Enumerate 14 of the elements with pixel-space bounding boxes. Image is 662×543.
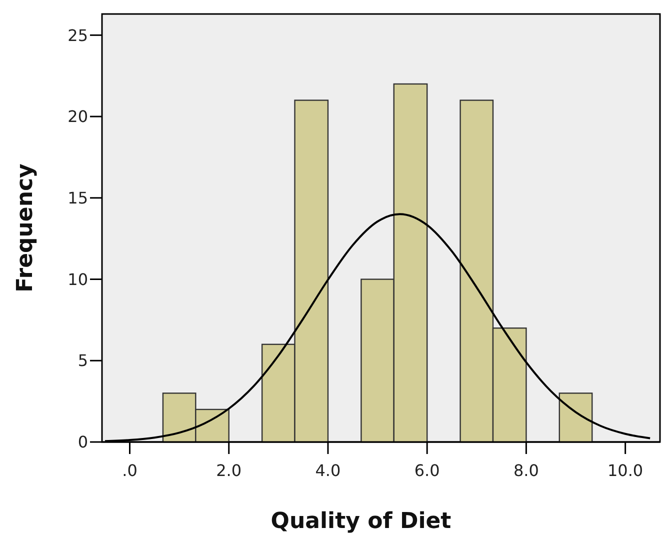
y-tick-label: 0 (78, 432, 88, 452)
x-tick-label: 6.0 (414, 461, 440, 480)
x-tick-label: 4.0 (315, 461, 341, 480)
y-tick-label: 25 (68, 26, 88, 45)
x-tick-label: 8.0 (513, 461, 539, 480)
x-tick-label: 2.0 (216, 461, 242, 480)
y-tick-label: 20 (68, 107, 88, 126)
y-axis-title: Frequency (13, 164, 38, 292)
y-tick-label: 15 (68, 188, 88, 208)
x-tick-label: .0 (122, 461, 138, 480)
x-tick-label: 10.0 (608, 461, 644, 480)
x-axis-title: Quality of Diet (270, 509, 452, 534)
y-tick-label: 5 (78, 351, 88, 370)
y-tick-label: 10 (68, 270, 88, 289)
